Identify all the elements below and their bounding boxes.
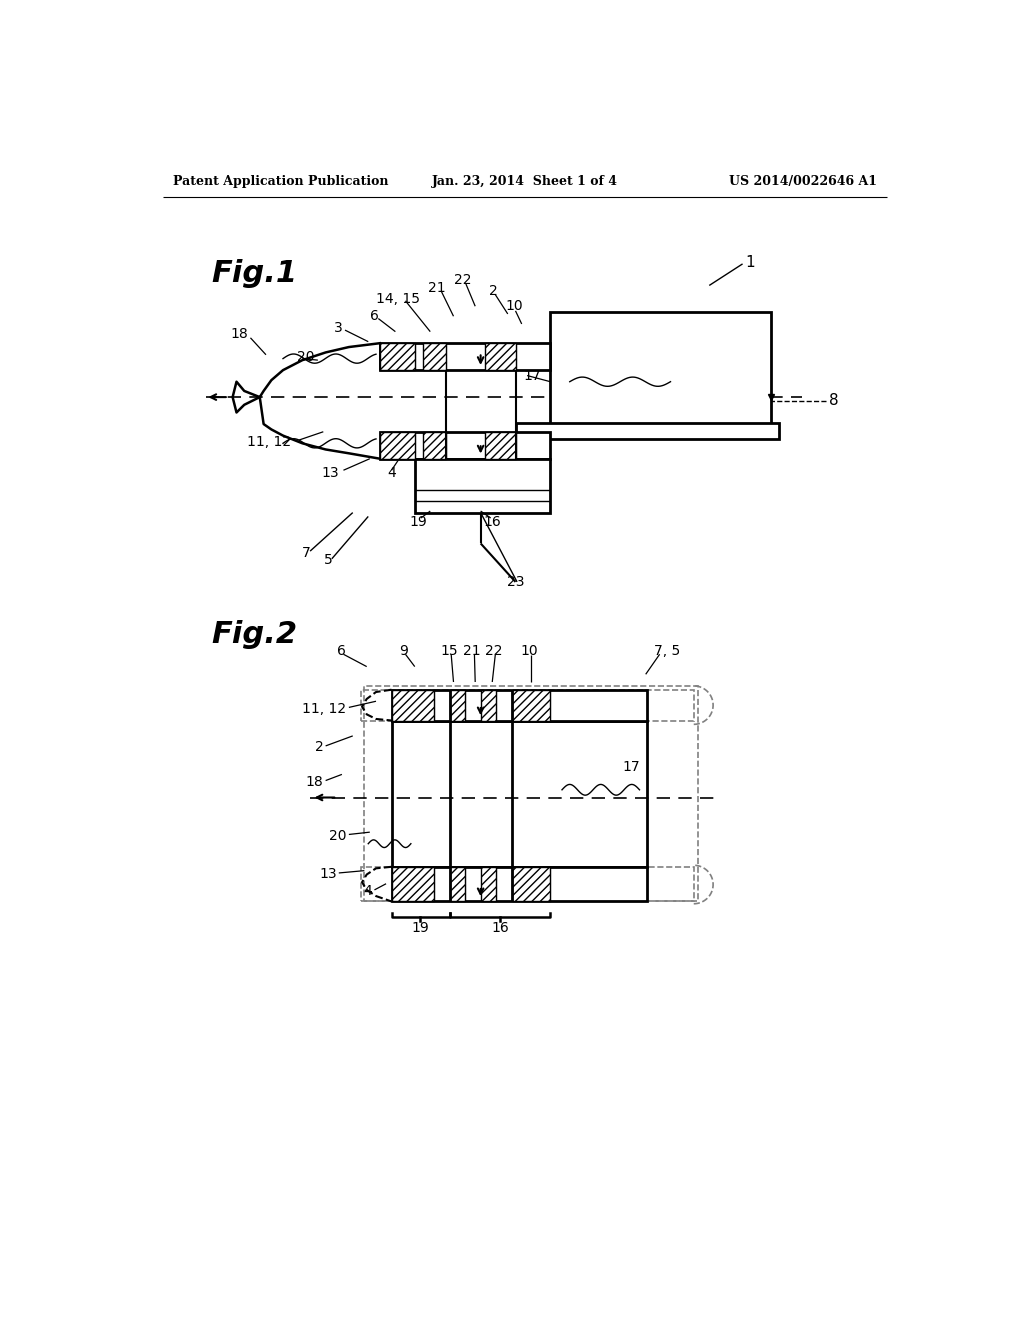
Text: 20: 20 xyxy=(329,829,346,843)
Text: 6: 6 xyxy=(337,644,345,659)
Bar xyxy=(484,343,515,370)
Bar xyxy=(484,432,515,459)
Text: 4: 4 xyxy=(387,466,396,479)
Text: Fig.1: Fig.1 xyxy=(212,259,298,288)
Text: 4: 4 xyxy=(364,884,372,899)
Bar xyxy=(550,313,771,424)
Text: 13: 13 xyxy=(319,867,337,882)
Bar xyxy=(391,867,434,902)
Bar xyxy=(450,689,465,721)
Text: 10: 10 xyxy=(505,300,523,313)
Text: 5: 5 xyxy=(324,553,333,568)
Text: 2: 2 xyxy=(489,284,498,298)
Bar xyxy=(380,432,415,459)
Bar xyxy=(380,432,550,459)
Bar xyxy=(480,867,496,902)
Bar xyxy=(423,343,445,370)
Bar xyxy=(512,867,550,902)
Bar xyxy=(423,432,445,459)
Text: 23: 23 xyxy=(507,576,524,589)
Text: 19: 19 xyxy=(410,515,427,529)
Text: 20: 20 xyxy=(297,350,314,364)
Bar xyxy=(365,686,697,902)
Text: 18: 18 xyxy=(305,775,324,789)
Text: 9: 9 xyxy=(398,644,408,659)
Text: 11, 12: 11, 12 xyxy=(247,434,291,449)
Bar xyxy=(391,689,647,721)
Text: 7: 7 xyxy=(302,545,310,560)
Text: 11, 12: 11, 12 xyxy=(302,702,346,715)
Text: Patent Application Publication: Patent Application Publication xyxy=(173,174,388,187)
Text: 16: 16 xyxy=(483,515,501,529)
Text: 3: 3 xyxy=(335,321,343,335)
Bar xyxy=(415,459,550,512)
Text: 22: 22 xyxy=(454,273,471,286)
Text: Fig.2: Fig.2 xyxy=(212,620,298,649)
Bar xyxy=(380,343,415,370)
Text: 13: 13 xyxy=(322,466,339,479)
Bar xyxy=(360,689,693,721)
Bar xyxy=(450,867,465,902)
Text: 14, 15: 14, 15 xyxy=(376,292,420,305)
Bar xyxy=(391,689,434,721)
Text: US 2014/0022646 A1: US 2014/0022646 A1 xyxy=(729,174,877,187)
Text: 1: 1 xyxy=(745,255,756,269)
Text: 22: 22 xyxy=(485,644,503,659)
Text: 17: 17 xyxy=(623,760,640,774)
Bar xyxy=(391,867,647,902)
Text: 7, 5: 7, 5 xyxy=(653,644,680,659)
Text: 15: 15 xyxy=(440,644,459,659)
Bar xyxy=(515,422,779,440)
Text: 2: 2 xyxy=(314,741,324,755)
Bar xyxy=(380,343,550,370)
Text: Jan. 23, 2014  Sheet 1 of 4: Jan. 23, 2014 Sheet 1 of 4 xyxy=(432,174,617,187)
Text: 21: 21 xyxy=(428,281,445,294)
Text: 16: 16 xyxy=(492,921,509,936)
Bar xyxy=(480,689,496,721)
Text: 8: 8 xyxy=(829,393,839,408)
Text: 6: 6 xyxy=(370,309,379,323)
Bar xyxy=(512,689,550,721)
Bar xyxy=(360,867,693,902)
Bar xyxy=(391,721,647,867)
Text: 19: 19 xyxy=(412,921,429,936)
Text: 10: 10 xyxy=(520,644,539,659)
Text: 18: 18 xyxy=(230,327,248,341)
Text: 21: 21 xyxy=(463,644,481,659)
Text: 17: 17 xyxy=(523,368,541,383)
